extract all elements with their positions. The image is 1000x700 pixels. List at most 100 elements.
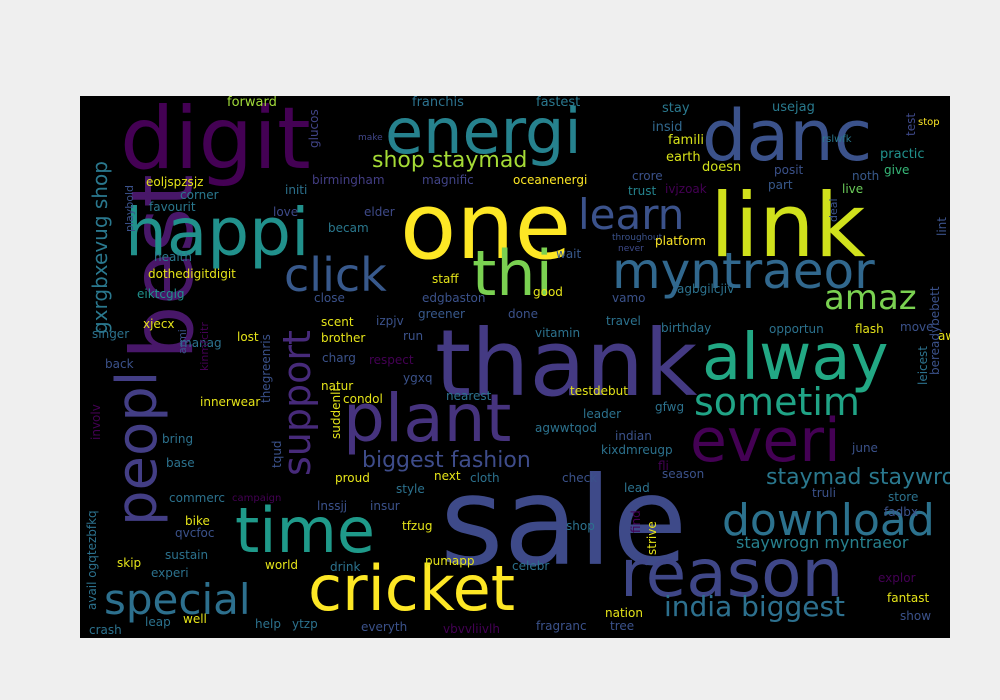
word-store: store [888,490,919,504]
word-brother: brother [321,331,366,345]
word-everyth: everyth [361,620,408,634]
word-style: style [396,482,425,496]
word-show: show [900,609,932,623]
word-deal: deal [827,198,840,222]
word-base: base [166,456,195,470]
word-special: special [104,575,251,624]
word-avail-ogqtezbfkq: avail ogqtezbfkq [85,510,99,610]
word-india-biggest: india biggest [664,590,846,623]
word-danc: danc [702,96,873,177]
word-await: await [938,329,950,343]
word-trust: trust [628,184,657,198]
word-world: world [265,558,299,572]
word-alway: alway [702,321,889,395]
word-forward: forward [227,96,277,110]
word-leader: leader [583,407,622,421]
word-izpjv: izpjv [376,314,404,328]
word-download: download [722,495,935,546]
word-run: run [403,329,424,343]
word-edgbaston: edgbaston [422,291,486,305]
word-done: done [508,307,538,321]
word-earth: earth [666,150,701,165]
word-make: make [358,133,383,143]
word-experi: experi [151,566,189,580]
word-cloth: cloth [470,471,500,485]
word-famili: famili [668,133,705,148]
word-shop: shop [566,519,595,533]
word-plant: plant [343,380,512,457]
word-rslwfk: rslwfk [822,134,852,145]
word-qvcfoc: qvcfoc [175,526,215,540]
word-crash: crash [89,623,122,637]
word-elder: elder [364,205,395,219]
word-respect: respect [369,353,414,367]
word-ygxq: ygxq [403,371,433,385]
word-suddenli: suddenli [329,388,343,439]
word-practic: practic [880,147,925,162]
word-happi: happi [125,194,310,271]
word-test: test [904,112,918,136]
word-innerwear: innerwear [200,395,261,409]
word-peopl: peopl [105,370,170,526]
word-shop-staymad: shop staymad [372,148,528,173]
word-gfwg: gfwg [655,400,685,414]
word-part: part [768,178,793,192]
word-commerc: commerc [169,491,225,505]
word-nation: nation [605,606,643,620]
word-gxrgbxevug-shop: gxrgbxevug shop [88,161,112,334]
word-vitamin: vitamin [535,326,581,340]
word-time: time [235,494,376,567]
word-give: give [884,163,910,177]
word-fli: fli [658,459,669,473]
word-kixdmreugp: kixdmreugp [601,443,673,457]
word-next: next [434,469,461,483]
word-playbold: playbold [123,184,136,232]
word-close: close [314,291,345,305]
word-june: june [852,441,878,455]
word-season: season [662,467,705,481]
word-good: good [533,285,563,299]
word-cloud: sale thank one link digit best energi danc happi… [80,96,950,638]
word-dothedigitdigit: dothedigitdigit [148,267,236,281]
word-stay: stay [662,101,690,116]
word-tree: tree [610,619,635,633]
word-cricket: cricket [308,552,516,625]
word-fastest: fastest [536,96,581,110]
word-staymad-staywrogn: staymad staywrogn [766,465,950,490]
word-franchis: franchis [412,96,464,110]
word-check: check [562,471,598,485]
word-lead: lead [624,481,650,495]
word-birmingham: birmingham [312,173,385,187]
word-explor: explor [878,571,916,585]
word-sustain: sustain [165,548,209,562]
word-agbgilcjiv: agbgilcjiv [677,282,735,296]
word-doesn: doesn [702,160,742,175]
word-fadbx: fadbx [884,505,918,519]
word-thank: thank [435,310,698,417]
word-favourit: favourit [149,200,196,214]
word-sale: sale [440,451,688,593]
word-lnssjj: lnssjj [317,499,348,513]
word-corner: corner [180,188,219,202]
word-staff: staff [432,272,459,286]
word-magnific: magnific [422,173,474,187]
word-campaign: campaign [232,493,282,504]
word-skip: skip [117,556,142,570]
word-learn: learn [578,190,685,239]
word-usejag: usejag [772,100,815,115]
word-platform: platform [655,234,706,248]
word-scent: scent [321,315,354,329]
word-health: health [154,250,192,264]
word-truli: truli [812,486,836,500]
word-indian: indian [615,429,652,443]
word-fragranc: fragranc [536,619,587,633]
word-opportun: opportun [769,322,824,336]
word-drink: drink [330,560,361,574]
word-never: never [618,244,644,254]
word-reason: reason [620,535,844,612]
word-glucos: glucos [307,109,321,148]
word-xjecx: xjecx [143,317,175,331]
word-move: move [900,320,934,334]
word-posit: posit [774,163,804,177]
word-help: help [255,617,281,631]
